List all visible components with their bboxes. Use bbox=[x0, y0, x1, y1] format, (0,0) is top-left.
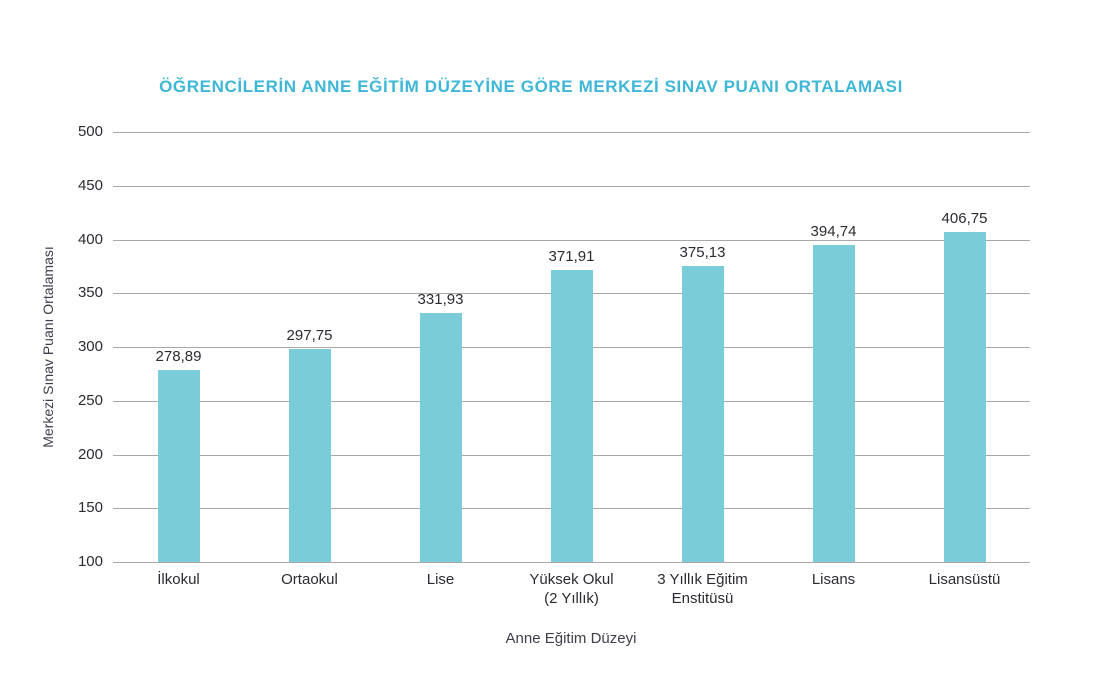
y-tick-label: 100 bbox=[77, 553, 103, 570]
x-category-label: Lisans bbox=[811, 571, 856, 588]
bar bbox=[288, 349, 331, 562]
y-tick-label: 300 bbox=[77, 338, 103, 355]
x-category-label: Yüksek Okul (2 Yıllık) bbox=[529, 571, 614, 607]
bar bbox=[419, 312, 462, 562]
bar-value-label: 375,13 bbox=[679, 244, 726, 262]
y-tick-label: 400 bbox=[77, 230, 103, 248]
bar bbox=[681, 266, 724, 562]
gridline bbox=[113, 185, 1030, 187]
x-category-label: Lisansüstü bbox=[928, 571, 1001, 588]
chart-title: ÖĞRENCİLERİN ANNE EĞİTİM DÜZEYİNE GÖRE M… bbox=[159, 77, 903, 96]
y-tick-label: 200 bbox=[77, 445, 103, 463]
bar-value-label: 394,74 bbox=[810, 223, 857, 241]
bar bbox=[550, 269, 593, 562]
bar-value-label: 331,93 bbox=[417, 290, 464, 308]
bar-value-label: 371,91 bbox=[548, 247, 595, 265]
bar bbox=[943, 232, 986, 562]
bar-value-label: 406,75 bbox=[941, 210, 988, 228]
gridline bbox=[113, 239, 1030, 241]
bar bbox=[157, 369, 200, 562]
x-category-label: 3 Yıllık Eğitim Enstitüsü bbox=[657, 571, 748, 607]
gridline bbox=[113, 132, 1030, 133]
bar-value-label: 297,75 bbox=[286, 327, 333, 345]
y-tick-label: 450 bbox=[77, 176, 103, 194]
bar-value-label: 278,89 bbox=[155, 347, 202, 365]
x-category-label: Ortaokul bbox=[281, 571, 338, 588]
y-tick-label: 250 bbox=[77, 391, 103, 409]
x-category-label: İlkokul bbox=[157, 571, 200, 588]
y-axis-title: Merkezi Sınav Puanı Ortalaması bbox=[40, 246, 56, 448]
gridline bbox=[113, 562, 1030, 563]
plot-area: 100 150 200 250 300 350 400 450 500 278,89 İlkokul… bbox=[78, 123, 1030, 607]
y-tick-label: 350 bbox=[77, 284, 103, 302]
x-category-label: Lise bbox=[426, 571, 455, 588]
bar bbox=[812, 245, 855, 562]
x-axis-title: Anne Eğitim Düzeyi bbox=[505, 630, 637, 647]
y-tick-label: 500 bbox=[77, 123, 103, 140]
y-tick-label: 150 bbox=[77, 499, 103, 517]
